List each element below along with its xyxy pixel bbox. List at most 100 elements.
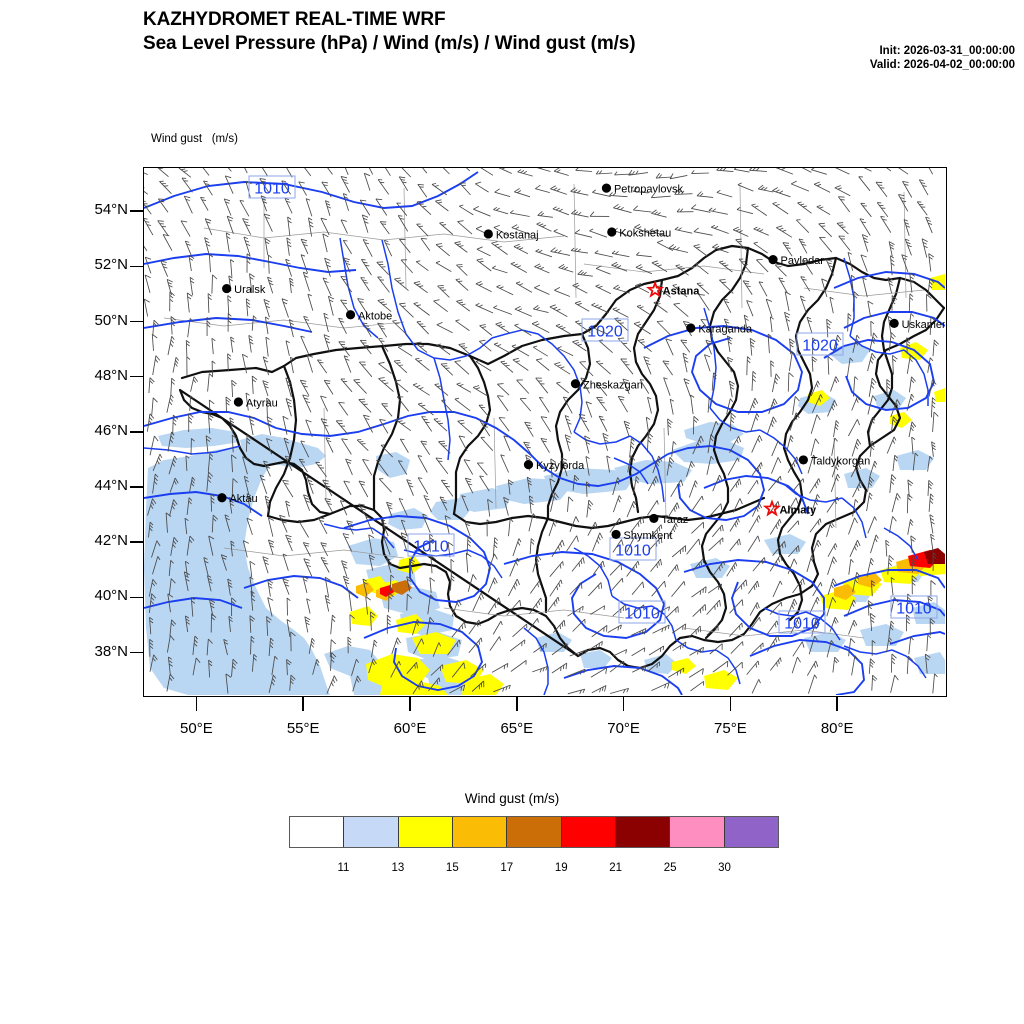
colorbar-tick-label: 25 — [663, 862, 677, 874]
colorbar-segment — [614, 817, 670, 847]
lat-tick-mark — [130, 541, 144, 544]
lat-tick-mark — [130, 265, 144, 268]
city-marker: Uskamen — [889, 318, 945, 331]
svg-text:Kostanaj: Kostanaj — [496, 229, 539, 241]
lon-tick-label: 75°E — [714, 720, 747, 737]
lat-tick-label: 40°N — [94, 587, 128, 605]
page-subtitle: Sea Level Pressure (hPa) / Wind (m/s) / … — [143, 33, 636, 54]
svg-text:Kyzylorda: Kyzylorda — [536, 460, 585, 472]
lon-tick-label: 65°E — [500, 720, 534, 737]
colorbar-segment — [560, 817, 615, 847]
title-block: KAZHYDROMET REAL-TIME WRF Sea Level Pres… — [143, 8, 843, 56]
lat-tick-mark — [130, 486, 144, 488]
city-marker: Kostanaj — [483, 229, 539, 241]
isobar-labels: 1010 1020 1020 1010 1010 1010 1010 1010 — [248, 175, 938, 634]
weather-map-canvas: 1010 1020 1020 1010 1010 1010 1010 1010 Petropa… — [144, 168, 945, 695]
svg-text:1010: 1010 — [624, 606, 660, 623]
lat-tick-mark — [130, 320, 144, 323]
svg-text:Karaganda: Karaganda — [698, 324, 753, 336]
city-marker: Zheskazgan — [570, 379, 643, 391]
lat-tick-label: 42°N — [94, 532, 128, 550]
lat-tick-label: 38°N — [94, 642, 128, 660]
lon-tick-mark — [729, 697, 732, 711]
init-time: Init: 2026-03-31_00:00:00 — [879, 45, 1015, 57]
lat-tick-label: 52°N — [94, 256, 128, 274]
lat-tick-mark — [130, 651, 144, 654]
svg-text:Atyrau: Atyrau — [246, 397, 278, 409]
svg-text:Kokshetau: Kokshetau — [619, 228, 671, 240]
city-marker: Almaty — [762, 499, 817, 517]
lat-tick-mark — [130, 210, 144, 212]
lon-tick-mark — [836, 697, 838, 711]
colorbar-tick-label: 15 — [445, 862, 459, 874]
colorbar-tick-label: 17 — [500, 862, 514, 874]
lat-tick-label: 48°N — [94, 366, 128, 384]
city-marker: Karaganda — [686, 323, 753, 336]
lon-tick-mark — [195, 697, 198, 711]
svg-text:1010: 1010 — [254, 181, 290, 198]
lon-tick-label: 80°E — [820, 720, 854, 737]
run-timestamp-block: Init: 2026-03-31_00:00:00 Valid: 2026-04… — [745, 44, 1015, 72]
colorbar-segment — [723, 817, 778, 847]
legend-line-gust: Wind gust (m/s) — [151, 133, 238, 145]
city-marker: Atyrau — [233, 397, 278, 409]
lat-tick-mark — [130, 431, 144, 433]
colorbar-tick-label: 19 — [554, 862, 568, 874]
lat-tick-label: 44°N — [94, 477, 128, 495]
lon-tick-mark — [409, 697, 411, 711]
svg-text:Zheskazgan: Zheskazgan — [583, 379, 643, 391]
lon-tick-label: 60°E — [393, 720, 427, 737]
svg-text:Uralsk: Uralsk — [234, 284, 266, 296]
svg-text:Taldykorgan: Taldykorgan — [811, 455, 870, 467]
valid-time: Valid: 2026-04-02_00:00:00 — [869, 59, 1015, 71]
city-marker: Uralsk — [222, 283, 266, 296]
city-marker: Kokshetau — [607, 227, 671, 240]
lon-tick-mark — [516, 697, 518, 711]
svg-text:Astana: Astana — [663, 285, 701, 297]
lat-tick-mark — [130, 375, 144, 378]
lon-tick-label: 50°E — [180, 720, 213, 737]
lon-tick-label: 70°E — [607, 720, 640, 737]
colorbar-segment — [451, 817, 507, 847]
colorbar-tick-label: 21 — [609, 862, 623, 874]
svg-text:1010: 1010 — [784, 616, 820, 633]
colorbar-tick-label: 13 — [391, 862, 405, 874]
colorbar-segment — [669, 817, 724, 847]
svg-text:1010: 1010 — [896, 601, 932, 618]
city-marker: Petropavlovsk — [601, 183, 684, 196]
city-marker: Aktobe — [345, 310, 392, 322]
lon-tick-mark — [622, 697, 625, 711]
colorbar — [289, 816, 779, 848]
colorbar-segment — [290, 817, 344, 847]
colorbar-segment — [343, 817, 398, 847]
city-markers: Petropavlovsk Kostanaj Kokshetau Pavlodar Ur… — [217, 183, 945, 542]
svg-text:1020: 1020 — [802, 338, 838, 355]
map-plot-area: 1010 1020 1020 1010 1010 1010 1010 1010 Petropa… — [143, 167, 947, 697]
colorbar-tick-label: 11 — [337, 862, 350, 874]
page-title: KAZHYDROMET REAL-TIME WRF — [143, 9, 446, 30]
colorbar-tick-label: 30 — [718, 862, 731, 874]
colorbar-ticks: 11 13 15 17 19 21 25 30 — [289, 862, 779, 882]
wind-barbs — [144, 168, 940, 695]
city-marker: Taraz — [649, 513, 688, 526]
colorbar-title: Wind gust (m/s) — [464, 791, 560, 806]
svg-text:1010: 1010 — [413, 539, 449, 556]
city-marker: Astana — [646, 280, 701, 298]
lat-tick-label: 46°N — [94, 421, 128, 439]
svg-text:1010: 1010 — [615, 543, 651, 560]
gust-band-15-19 — [356, 556, 928, 601]
lat-tick-mark — [130, 596, 144, 599]
svg-text:1020: 1020 — [587, 324, 623, 341]
svg-text:Pavlodar: Pavlodar — [781, 255, 825, 267]
lon-tick-mark — [302, 697, 304, 711]
city-marker: Taldykorgan — [798, 455, 870, 467]
lon-tick-label: 55°E — [286, 720, 320, 737]
svg-text:Petropavlovsk: Petropavlovsk — [614, 184, 684, 196]
colorbar-segment — [397, 817, 452, 847]
svg-text:Shymkent: Shymkent — [624, 530, 673, 542]
rivers — [144, 237, 929, 695]
sea-level-pressure-contours — [144, 171, 945, 695]
country-borders — [178, 244, 945, 670]
svg-text:Uskamen: Uskamen — [902, 319, 945, 331]
city-marker: Pavlodar — [768, 255, 824, 267]
